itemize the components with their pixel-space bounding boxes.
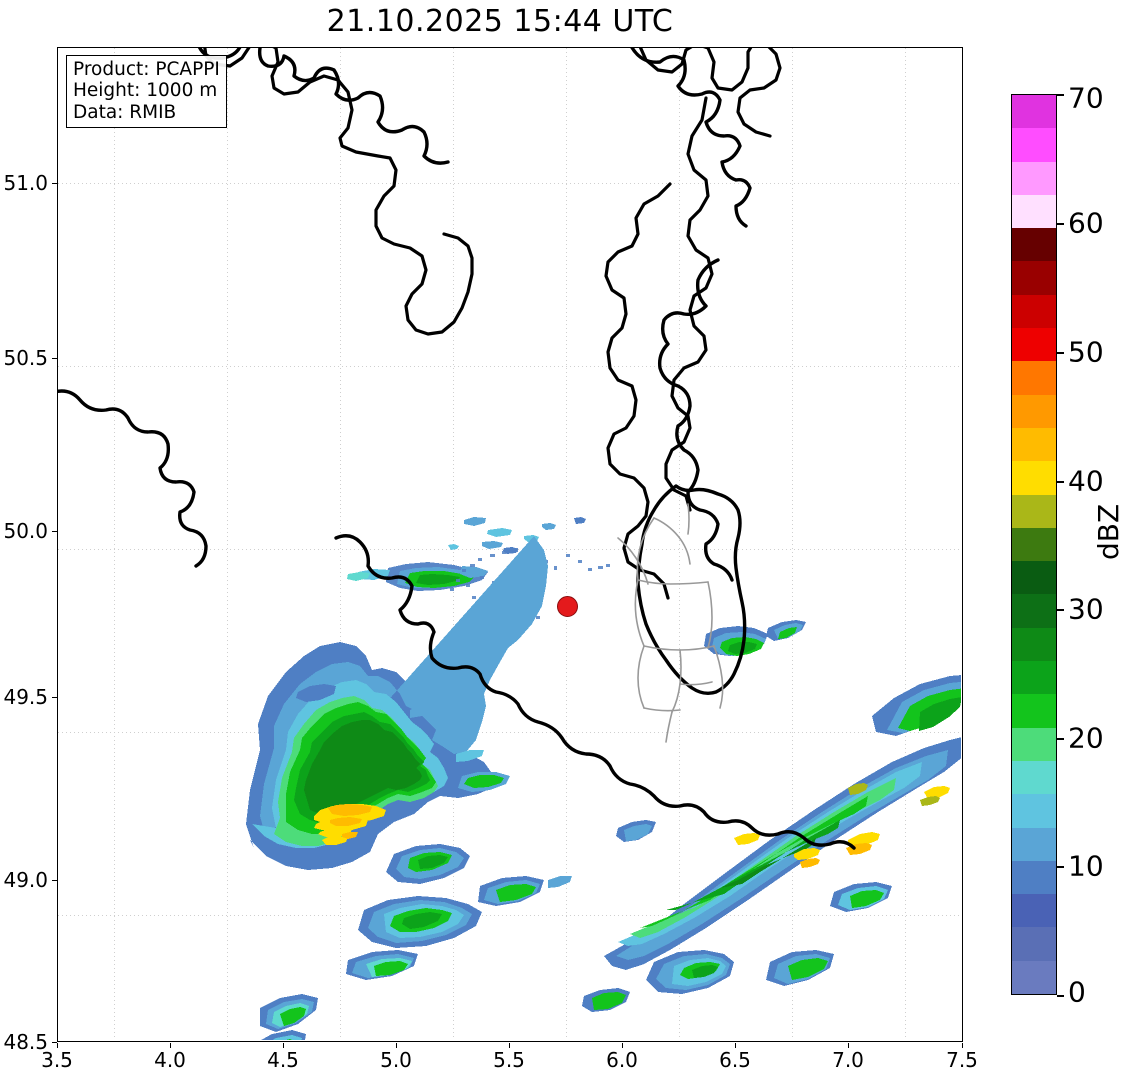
colorbar-tick-label: 30 (1068, 592, 1104, 626)
colorbar-band-10 (1012, 427, 1056, 462)
colorbar-band-24 (1012, 894, 1056, 928)
x-tick-mark (57, 1043, 58, 1048)
colorbar-tick-label: 50 (1068, 335, 1104, 369)
x-tick-label: 3.5 (41, 1048, 73, 1072)
y-tick-label: 51.0 (3, 171, 48, 195)
colorbar-band-20 (1012, 760, 1056, 795)
colorbar-band-3 (1012, 194, 1056, 229)
x-tick-mark (622, 1043, 623, 1048)
colorbar-band-25 (1012, 927, 1056, 961)
colorbar-band-9 (1012, 394, 1056, 428)
x-tick-label: 4.0 (154, 1048, 186, 1072)
colorbar-band-11 (1012, 461, 1056, 495)
colorbar-tick-label: 10 (1068, 849, 1104, 883)
echo-main-cluster-nf (246, 536, 548, 870)
x-tick-label: 5.0 (380, 1048, 412, 1072)
info-data-line: Data: RMIB (73, 101, 177, 123)
radar-map-svg (58, 48, 961, 1040)
y-tick-label: 49.5 (3, 685, 48, 709)
colorbar-band-23 (1012, 860, 1056, 895)
x-tick-mark (962, 1043, 963, 1048)
radar-echo-layer (246, 517, 961, 1040)
product-info-box: Product: PCAPPI Height: 1000 m Data: RMI… (66, 55, 227, 129)
colorbar-tick-label: 20 (1068, 721, 1104, 755)
colorbar-tick-mark (1057, 995, 1064, 997)
y-tick-label: 50.5 (3, 346, 48, 370)
colorbar-tick-mark (1057, 609, 1064, 611)
y-tick-mark (52, 880, 57, 881)
colorbar-band-13 (1012, 527, 1056, 562)
colorbar-band-5 (1012, 261, 1056, 295)
x-tick-mark (170, 1043, 171, 1048)
y-tick-mark (52, 1042, 57, 1043)
x-tick-mark (509, 1043, 510, 1048)
x-tick-label: 7.5 (946, 1048, 978, 1072)
colorbar-tick-label: 0 (1068, 975, 1086, 1009)
colorbar-tick-mark (1057, 223, 1064, 225)
echo-east-luxembourg (704, 620, 806, 656)
colorbar-band-0 (1012, 95, 1056, 129)
colorbar-tick-mark (1057, 352, 1064, 354)
y-tick-mark (52, 697, 57, 698)
x-tick-label: 5.5 (493, 1048, 525, 1072)
colorbar-tick-mark (1057, 866, 1064, 868)
colorbar-band-1 (1012, 128, 1056, 162)
x-tick-label: 6.5 (719, 1048, 751, 1072)
radar-plot-area[interactable] (57, 47, 963, 1042)
grid-lines (58, 48, 961, 1040)
radar-plot-canvas (58, 48, 962, 1041)
y-tick-label: 49.0 (3, 868, 48, 892)
radar-site-marker[interactable] (557, 596, 578, 617)
y-tick-mark (52, 531, 57, 532)
page-title: 21.10.2025 15:44 UTC (326, 4, 674, 39)
colorbar-band-19 (1012, 727, 1056, 761)
colorbar-band-21 (1012, 794, 1056, 828)
colorbar-band-6 (1012, 294, 1056, 329)
colorbar-tick-mark (1057, 94, 1064, 96)
colorbar-band-26 (1012, 960, 1056, 994)
region-border-lines (617, 503, 724, 743)
colorbar-tick-label: 70 (1068, 81, 1104, 115)
colorbar-band-16 (1012, 627, 1056, 662)
y-tick-mark (52, 358, 57, 359)
x-tick-mark (735, 1043, 736, 1048)
x-tick-label: 4.5 (267, 1048, 299, 1072)
y-tick-label: 50.0 (3, 519, 48, 543)
x-tick-label: 7.0 (832, 1048, 864, 1072)
colorbar-band-2 (1012, 161, 1056, 195)
colorbar-band-7 (1012, 328, 1056, 362)
colorbar-tick-label: 40 (1068, 464, 1104, 498)
colorbar-band-17 (1012, 661, 1056, 695)
colorbar-band-15 (1012, 594, 1056, 628)
colorbar-band-8 (1012, 361, 1056, 395)
country-border-lines (203, 48, 782, 600)
colorbar-tick-label: 60 (1068, 206, 1104, 240)
colorbar-band-22 (1012, 827, 1056, 861)
x-tick-mark (848, 1043, 849, 1048)
echo-southeast-frontal-band (582, 675, 961, 1012)
colorbar-tick-mark (1057, 738, 1064, 740)
colorbar-axis-title: dBZ (1092, 503, 1125, 560)
info-product-line: Product: PCAPPI (73, 59, 220, 80)
y-tick-mark (52, 183, 57, 184)
colorbar-band-14 (1012, 561, 1056, 595)
country-border-overlay (58, 48, 856, 850)
info-height-line: Height: 1000 m (73, 80, 218, 102)
x-tick-mark (283, 1043, 284, 1048)
colorbar-band-4 (1012, 228, 1056, 262)
echo-mid-south-cluster (260, 844, 572, 1040)
colorbar-band-18 (1012, 694, 1056, 728)
x-tick-label: 6.0 (606, 1048, 638, 1072)
colorbar-tick-mark (1057, 481, 1064, 483)
x-tick-mark (396, 1043, 397, 1048)
dbz-colorbar[interactable] (1011, 94, 1057, 995)
y-tick-label: 48.5 (3, 1030, 48, 1054)
colorbar-band-12 (1012, 494, 1056, 528)
